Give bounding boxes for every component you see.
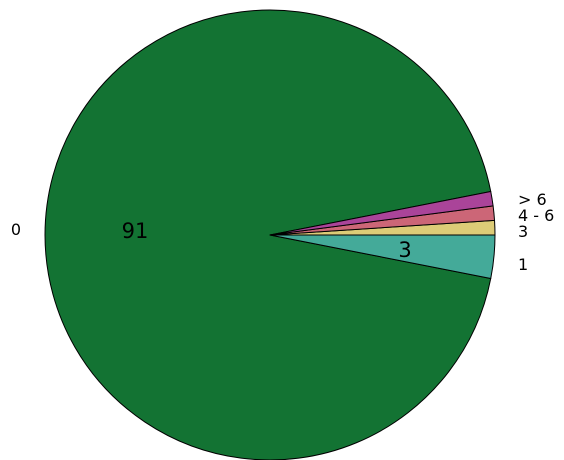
category-label: 3	[518, 222, 528, 241]
pie-slice-0	[44, 9, 492, 460]
value-label: 3	[398, 238, 411, 262]
category-label: 1	[518, 255, 528, 274]
pie-slice-6	[269, 191, 494, 236]
category-label: 4 - 6	[518, 206, 554, 225]
value-label: 91	[122, 219, 149, 243]
category-label: > 6	[518, 190, 547, 209]
category-label: 0	[11, 220, 21, 239]
